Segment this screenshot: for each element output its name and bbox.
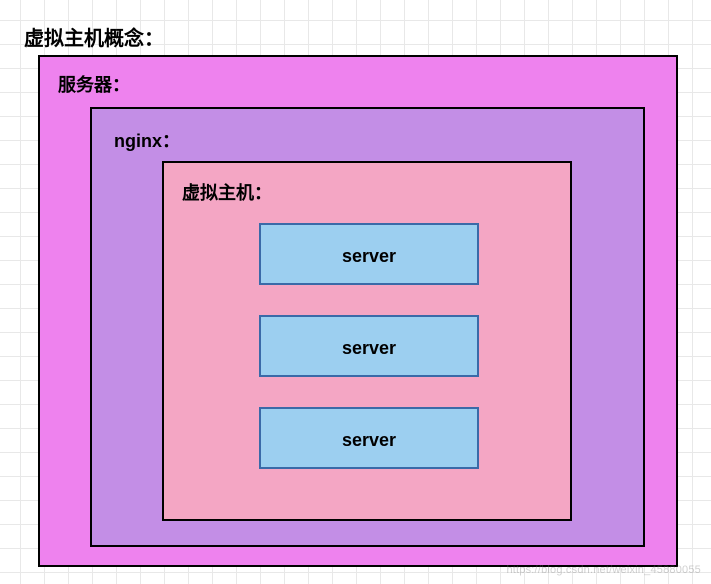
server-container-box: 服务器： nginx： 虚拟主机： server server server [38,55,678,567]
server-node: server [259,407,479,469]
server-node: server [259,315,479,377]
nginx-box: nginx： 虚拟主机： server server server [90,107,645,547]
virtual-host-box: 虚拟主机： server server server [162,161,572,521]
server-container-label: 服务器： [58,71,130,97]
virtual-host-label: 虚拟主机： [182,179,272,205]
watermark-text: https://blog.csdn.net/weixin_45880055 [506,564,701,576]
server-node: server [259,223,479,285]
diagram-title: 虚拟主机概念： [24,22,164,51]
nginx-label: nginx： [114,127,180,153]
server-list: server server server [259,223,479,499]
